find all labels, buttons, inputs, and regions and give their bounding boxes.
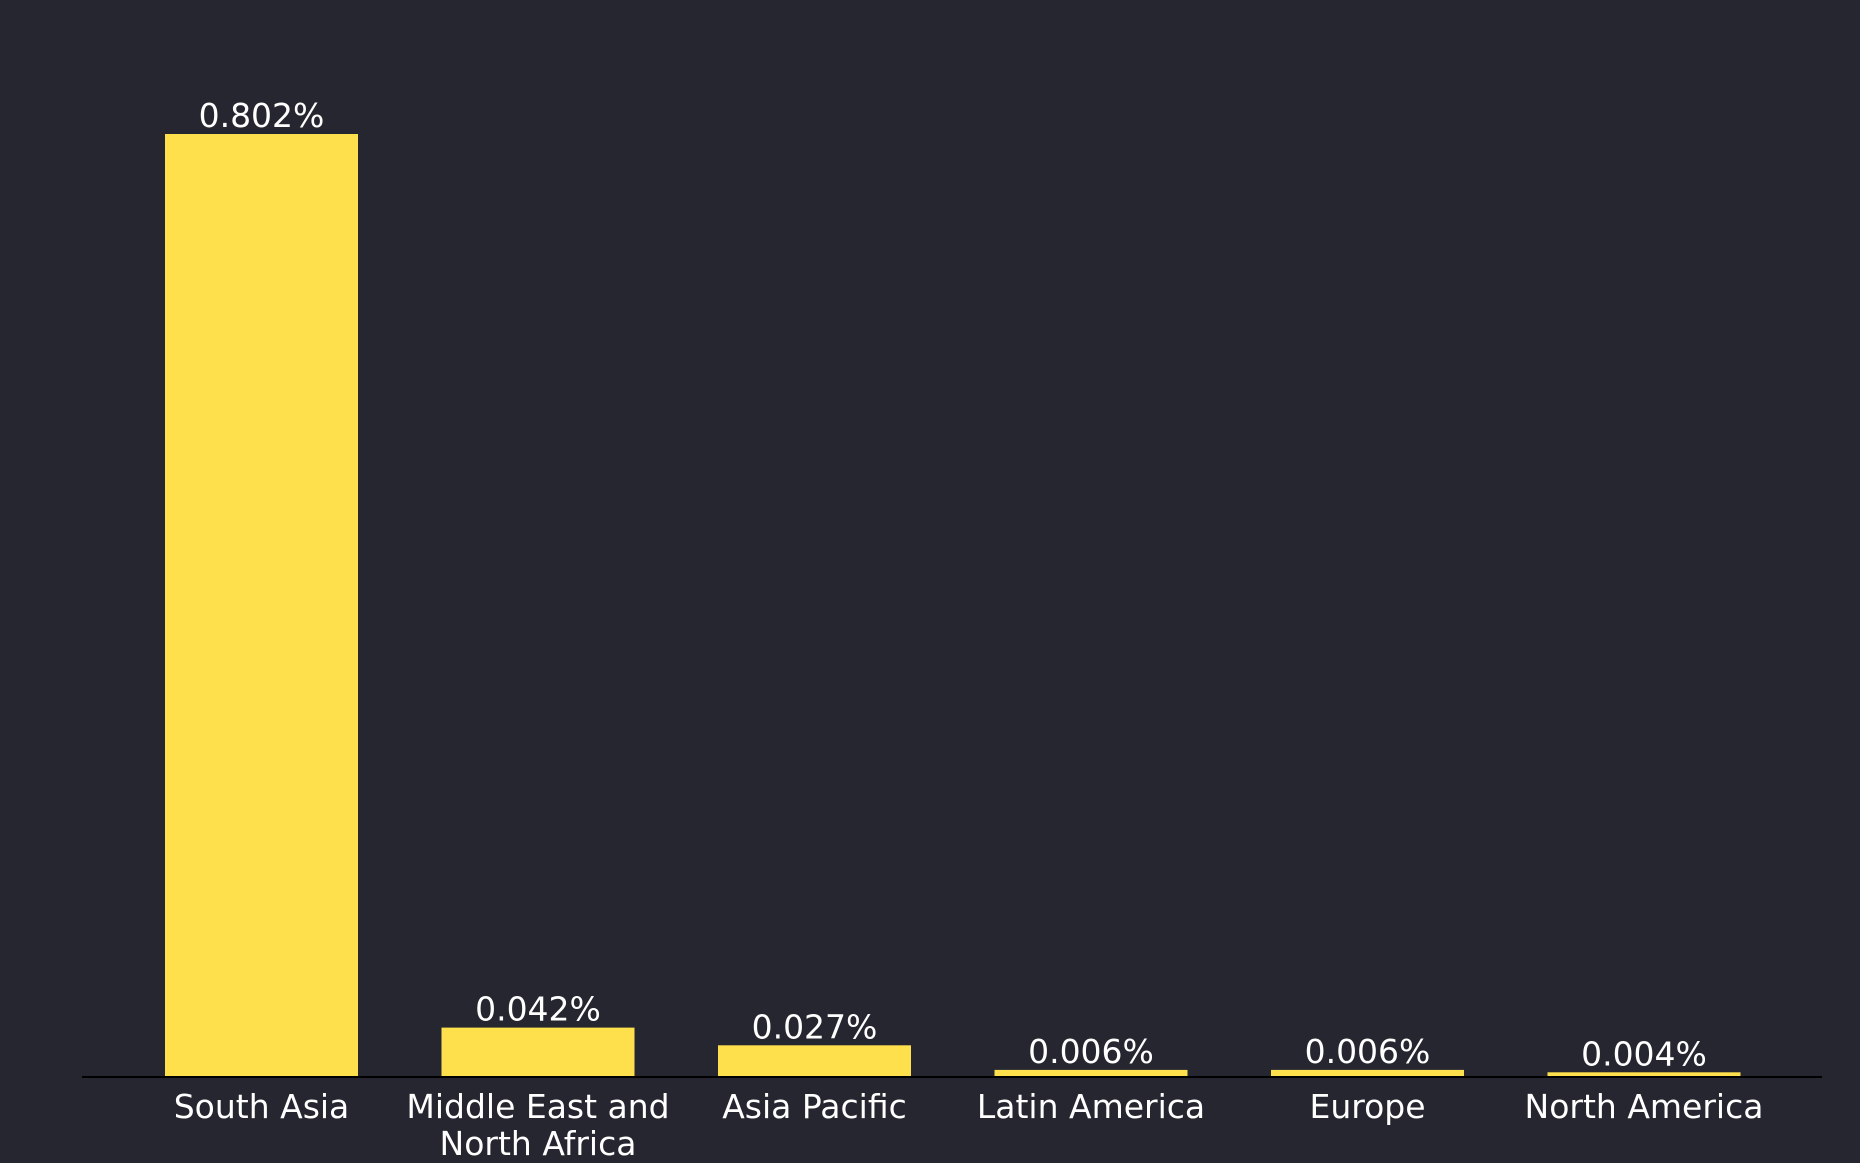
bar-1 (441, 1027, 635, 1077)
category-label-0: South Asia (174, 1087, 350, 1126)
value-label-5: 0.004% (1581, 1034, 1707, 1073)
category-label-1-line-1: North Africa (440, 1124, 637, 1163)
category-label-4: Europe (1309, 1087, 1425, 1126)
bar-3 (994, 1069, 1188, 1077)
value-labels-layer: 0.802% 0.042% 0.027% 0.006% 0.006% 0.004% (199, 96, 1707, 1073)
category-label-3: Latin America (977, 1087, 1205, 1126)
category-label-5: North America (1525, 1087, 1764, 1126)
bars-layer (165, 134, 1741, 1077)
value-label-3: 0.006% (1028, 1032, 1154, 1071)
value-label-2: 0.027% (752, 1007, 878, 1046)
bar-2 (718, 1045, 911, 1077)
value-label-1: 0.042% (475, 990, 601, 1029)
category-label-2: Asia Pacific (722, 1087, 907, 1126)
bar-0 (165, 134, 358, 1077)
value-label-4: 0.006% (1305, 1032, 1431, 1071)
bar-5 (1547, 1072, 1741, 1077)
bar-4 (1271, 1069, 1464, 1077)
category-label-1-line-0: Middle East and (406, 1087, 669, 1126)
value-label-0: 0.802% (199, 96, 325, 135)
